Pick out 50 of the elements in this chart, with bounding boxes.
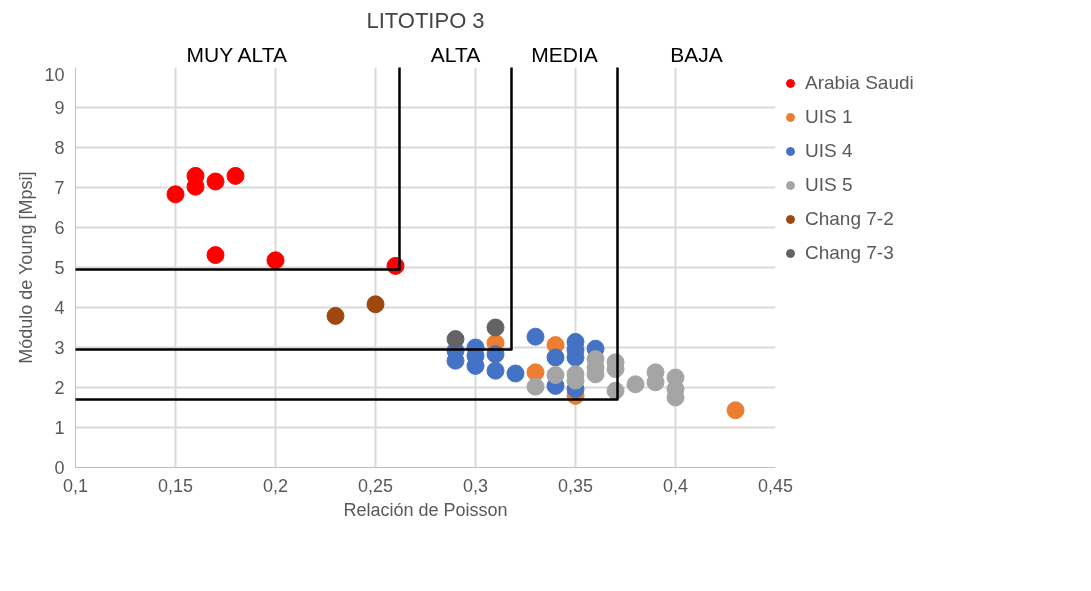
point [546,366,565,385]
legend-label: UIS 1 [805,106,853,128]
point [506,364,525,383]
x-tick-label: 0,3 [462,475,489,496]
y-tick-label: 3 [54,338,65,358]
point [326,306,345,325]
y-axis-title: Módulo de Young [Mpsi] [16,171,37,364]
point [526,377,545,396]
y-tick-label: 10 [44,64,65,85]
text: MUY ALTA [186,43,287,66]
x-tick-label: 0,2 [262,475,289,496]
legend-label: UIS 4 [805,140,853,162]
point [366,295,385,314]
legend-label: Chang 7-3 [805,242,894,264]
x-tick-label: 0,15 [157,475,194,496]
y-tick-label: 1 [54,418,65,438]
x-tick-label: 0,45 [757,475,794,496]
legend-label: UIS 5 [805,174,853,196]
x-tick-label: 0,4 [662,475,689,496]
point [526,327,545,346]
y-tick-label: 9 [54,98,65,118]
y-tick-label: 0 [54,458,65,478]
text: ALTA [430,43,481,66]
chart-title: LITOTIPO 3 [366,7,485,33]
x-axis-title: Relación de Poisson [343,499,508,520]
point [626,375,645,394]
point [206,246,225,265]
x-tick-label: 0,35 [557,475,594,496]
text: MEDIA [531,43,598,66]
point [206,172,225,191]
legend-label: Arabia Saudi [805,72,914,94]
y-tick-label: 2 [54,378,65,398]
point [726,401,745,420]
x-tick-label: 0,1 [62,475,89,496]
y-tick-label: 4 [54,298,65,318]
point [546,348,565,367]
point [166,185,185,204]
y-tick-label: 7 [54,178,65,198]
point [266,251,285,270]
y-tick-label: 8 [54,138,65,158]
y-tick-label: 6 [54,218,65,238]
x-tick-label: 0,25 [357,475,394,496]
point [226,166,245,185]
point [526,363,545,382]
point [446,330,465,349]
legend-label: Chang 7-2 [805,208,894,230]
point [486,318,505,337]
point [486,361,505,380]
text: BAJA [670,43,723,66]
y-tick-label: 5 [54,258,65,278]
